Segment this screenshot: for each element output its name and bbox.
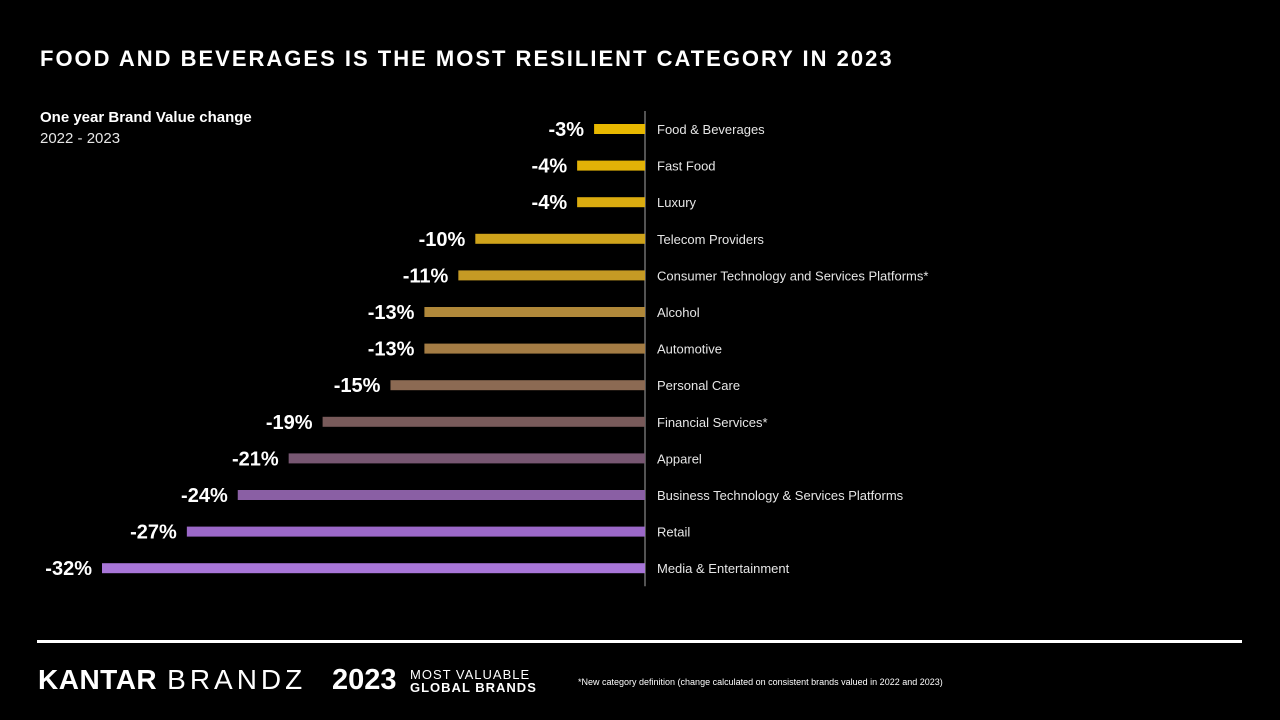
bar xyxy=(424,307,645,317)
bar xyxy=(577,197,645,208)
value-label: -10% xyxy=(419,229,466,251)
category-label: Apparel xyxy=(657,451,702,466)
category-label: Telecom Providers xyxy=(657,232,764,247)
category-label: Food & Beverages xyxy=(657,122,765,137)
footnote: *New category definition (change calcula… xyxy=(578,677,943,687)
bar xyxy=(475,233,645,244)
mvgb-line-1: MOST VALUABLE xyxy=(410,667,531,682)
value-label: -3% xyxy=(549,119,585,141)
bar xyxy=(577,160,645,171)
bar xyxy=(186,526,645,537)
mvgb-line-2: GLOBAL BRANDS xyxy=(410,680,537,695)
bar xyxy=(237,490,645,500)
category-label: Retail xyxy=(657,525,690,540)
chart-subtitle-range: 2022 - 2023 xyxy=(40,130,121,147)
category-label: Luxury xyxy=(657,195,697,210)
category-label: Alcohol xyxy=(657,305,700,320)
category-label: Financial Services* xyxy=(657,415,768,430)
value-label: -4% xyxy=(532,192,568,214)
category-label: Business Technology & Services Platforms xyxy=(657,488,904,503)
logo-brandz: BRANDZ xyxy=(167,664,307,695)
bar xyxy=(458,270,645,281)
value-label: -15% xyxy=(334,375,381,397)
value-label: -4% xyxy=(532,156,568,178)
footer-year: 2023 xyxy=(332,664,397,696)
bar xyxy=(390,380,645,391)
bar xyxy=(288,453,645,464)
value-label: -13% xyxy=(368,339,415,361)
value-label: -21% xyxy=(232,448,279,470)
logo-kantar: KANTAR xyxy=(38,664,158,695)
bar xyxy=(594,124,645,134)
value-label: -13% xyxy=(368,302,415,324)
bar xyxy=(102,563,645,574)
kantar-brandz-logo: KANTAR BRANDZ xyxy=(38,664,306,696)
most-valuable-global-brands-label: MOST VALUABLE GLOBAL BRANDS xyxy=(410,668,537,694)
value-label: -19% xyxy=(266,412,313,434)
value-label: -24% xyxy=(181,485,228,507)
footer-divider xyxy=(37,640,1242,643)
category-label: Consumer Technology and Services Platfor… xyxy=(657,268,928,283)
bar xyxy=(322,416,645,427)
category-label: Media & Entertainment xyxy=(657,561,790,576)
category-label: Automotive xyxy=(657,342,722,357)
category-label: Personal Care xyxy=(657,378,740,393)
value-label: -11% xyxy=(403,265,449,287)
value-label: -32% xyxy=(45,558,92,580)
value-label: -27% xyxy=(130,522,177,544)
chart-subtitle: One year Brand Value change xyxy=(40,109,252,126)
category-label: Fast Food xyxy=(657,159,716,174)
bar-chart: -3% Food & Beverages -4% Fast Food -4% Luxury… xyxy=(45,111,928,587)
bar xyxy=(424,343,645,354)
page-title: FOOD AND BEVERAGES IS THE MOST RESILIENT… xyxy=(40,46,894,71)
